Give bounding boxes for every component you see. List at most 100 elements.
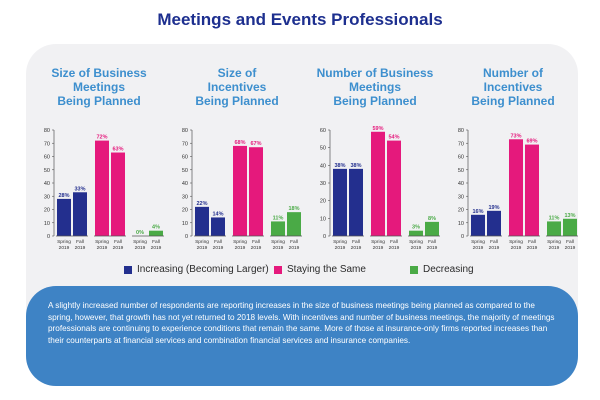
x-tick-label: 2019 [273,245,284,251]
legend: Increasing (Becoming Larger) Staying the … [26,264,578,280]
y-tick-label: 10 [44,221,50,227]
bar [409,230,423,236]
chart-title-line: Number of [483,66,543,80]
x-tick-label: Fall [290,239,298,245]
y-tick-label: 30 [44,194,50,200]
bar [387,140,401,236]
bar [425,221,439,236]
x-tick-label: 2019 [213,245,224,251]
x-tick-label: Fall [528,239,536,245]
y-tick-label: 0 [461,234,464,240]
x-tick-label: Spring [547,239,561,245]
y-tick-label: 40 [44,181,50,187]
y-tick-label: 30 [458,194,464,200]
data-label: 63% [112,147,123,153]
bar [547,221,561,236]
y-tick-label: 20 [320,199,326,205]
y-tick-label: 30 [182,194,188,200]
legend-item: Staying the Same [274,264,366,275]
summary-panel: A slightly increased number of responden… [26,286,578,386]
y-tick-label: 70 [458,141,464,147]
bar [195,206,209,236]
y-tick-label: 40 [182,181,188,187]
data-label: 28% [58,193,69,199]
y-tick-label: 50 [458,168,464,174]
x-tick-label: 2019 [373,245,384,251]
chart-plot: 010203040506038%Spring201938%Fall201959%… [320,126,440,251]
y-tick-label: 50 [44,168,50,174]
data-label: 16% [472,209,483,215]
chart-4: Number of Incentives Being Planned 0 10 20 30 4… [444,44,578,254]
legend-label: Increasing (Becoming Larger) [137,264,269,275]
data-label: 67% [250,141,261,147]
chart-plot: 0102030405060708016%Spring201919%Fall201… [458,128,578,251]
x-tick-label: Spring [409,239,423,245]
chart-title-line: Number of Business [316,66,434,80]
y-tick-label: 60 [320,128,326,134]
x-tick-label: 2019 [489,245,500,251]
chart-title: Number of Business Meetings Being Planned [306,66,444,108]
x-tick-label: Fall [152,239,160,245]
y-tick-label: 0 [323,234,326,240]
bar [287,212,301,236]
x-tick-label: 2019 [527,245,538,251]
chart-title-line: Meetings [348,80,401,94]
x-tick-label: 2019 [151,245,162,251]
bar [487,210,501,236]
data-label: 18% [288,206,299,212]
page-title: Meetings and Events Professionals [157,10,443,29]
y-tick-label: 20 [44,208,50,214]
x-tick-label: 2019 [97,245,108,251]
x-tick-label: 2019 [473,245,484,251]
chart-title: Size of Business Meetings Being Planned [30,66,168,108]
legend-label: Decreasing [423,264,474,275]
chart-plot: 0102030405060708022%Spring201914%Fall201… [182,128,302,251]
legend-swatch [124,265,132,274]
x-tick-label: 2019 [59,245,70,251]
y-tick-label: 60 [44,155,50,161]
data-label: 14% [212,211,223,217]
chart-title-line: Incentives [483,80,543,94]
bar [333,168,347,236]
x-tick-label: Fall [490,239,498,245]
x-tick-label: Fall [214,239,222,245]
x-tick-label: Fall [76,239,84,245]
data-label: 73% [510,133,521,139]
data-label: 59% [372,126,383,132]
x-tick-label: Spring [471,239,485,245]
legend-swatch [410,265,418,274]
x-tick-label: Spring [371,239,385,245]
x-tick-label: Fall [114,239,122,245]
y-tick-label: 80 [182,128,188,134]
bar [95,140,109,236]
x-tick-label: 2019 [351,245,362,251]
bar [57,198,71,236]
bar [271,221,285,236]
bar [525,144,539,236]
x-tick-label: 2019 [335,245,346,251]
chart-title: Number of Incentives Being Planned [444,66,578,108]
x-tick-label: 2019 [511,245,522,251]
y-tick-label: 0 [47,234,50,240]
x-tick-label: Spring [233,239,247,245]
x-tick-label: 2019 [197,245,208,251]
y-tick-label: 20 [182,208,188,214]
y-tick-label: 80 [44,128,50,134]
y-tick-label: 20 [458,208,464,214]
summary-text: A slightly increased number of responden… [48,301,555,345]
bar [73,192,87,236]
data-label: 3% [412,225,420,231]
chart-title-line: Being Planned [195,94,279,108]
x-tick-label: Spring [271,239,285,245]
legend-item: Increasing (Becoming Larger) [124,264,269,275]
x-tick-label: Fall [566,239,574,245]
chart-title-line: Size of [217,66,257,80]
bar [249,147,263,236]
chart-title-line: Being Planned [57,94,141,108]
data-label: 11% [549,215,560,221]
data-label: 38% [334,163,345,169]
data-label: 54% [388,135,399,141]
chart-title: Size of Incentives Being Planned [168,66,306,108]
x-tick-label: 2019 [427,245,438,251]
bar [509,139,523,236]
